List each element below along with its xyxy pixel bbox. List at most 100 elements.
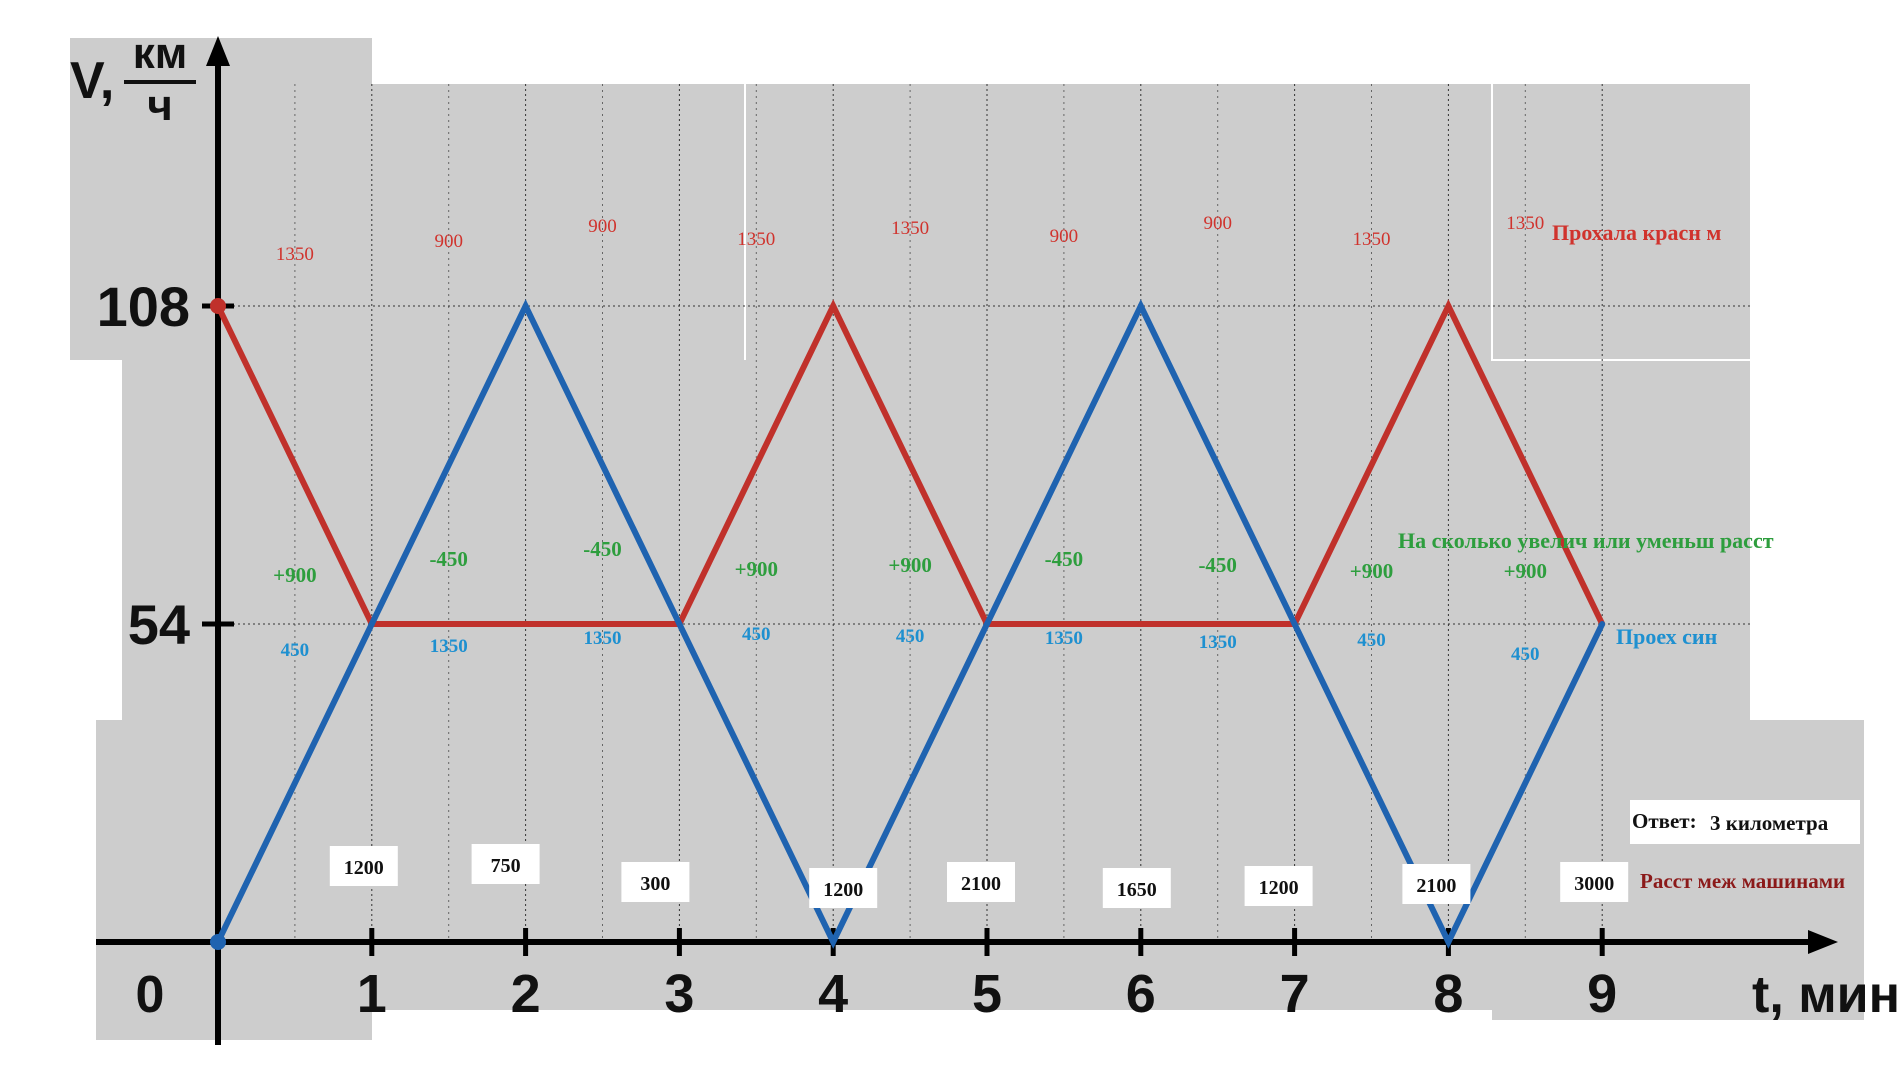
y-axis-label: V, [70,52,114,110]
gap-label-box [471,844,540,884]
red-distance-label: 900 [588,216,617,237]
background-panels [70,38,1864,1040]
data-point-blue [676,621,683,627]
data-point-blue [1445,939,1452,945]
x-tick-label: 5 [972,964,1002,1024]
start-marker-blue [210,934,226,950]
blue-distance-label: 1350 [1045,628,1083,649]
red-distance-label: 900 [1050,226,1079,247]
gap-label-box [947,862,1015,902]
data-point-blue [1291,621,1298,627]
data-point-blue [984,621,990,627]
series-line-red [215,299,1605,627]
data-point-red [1137,621,1144,627]
gap-label-box [1244,866,1313,906]
start-marker-red [210,298,226,314]
green-change-label: -450 [1045,547,1084,571]
legend-blue: Проех син [1616,624,1718,649]
gap-label: 2100 [1416,875,1456,897]
axes [96,36,1838,1045]
data-point-blue [830,939,837,945]
x-axis-arrow [1808,930,1838,954]
green-change-label: +900 [735,557,778,581]
legend-gap: Расст меж машинами [1640,869,1845,893]
red-distance-label: 1350 [276,244,314,265]
x-tick-label: 9 [1587,964,1617,1024]
ticks: 1 2 3 4 5 6 7 8 9 54 108 [97,275,1618,1024]
blue-distance-label: 1350 [1199,632,1237,653]
blue-distance-label: 450 [896,626,925,647]
x-tick-label: 8 [1433,964,1463,1024]
x-tick-label: 2 [511,964,541,1024]
green-change-label: +900 [1350,559,1393,583]
green-change-label: -450 [429,547,468,571]
blue-distance-label: 1350 [584,628,622,649]
panel [372,84,1750,720]
gap-label: 3000 [1574,873,1614,895]
data-point-blue [368,621,375,627]
red-distance-label: 900 [434,231,463,252]
gap-label-box [809,868,878,908]
data-point-red [1445,303,1452,309]
x-tick-label: 1 [357,964,387,1024]
y-axis-unit-numerator: км [133,29,188,78]
y-axis-unit-denominator: ч [147,81,173,130]
x-tick-label: 3 [664,964,694,1024]
red-distance-label: 900 [1203,213,1232,234]
answer-value: 3 километра [1710,811,1829,835]
red-distance-label: 1350 [1506,213,1544,234]
green-change-label: +900 [1504,559,1547,583]
red-distance-label: 1350 [1353,229,1391,250]
gap-label-box [1102,868,1171,908]
blue-distance-label: 1350 [430,636,468,657]
data-point-blue [1599,621,1606,627]
green-change-label: +900 [888,553,931,577]
y-axis-title: V, км ч [70,29,196,130]
data-point-blue [1137,303,1144,309]
gap-label-box [621,862,690,902]
y-axis-arrow [206,36,230,66]
panel-edge [1491,84,1750,361]
legend-green: На сколько увелич или уменьш расст [1398,528,1774,553]
gap-label: 1650 [1117,879,1157,901]
blue-distance-label: 450 [742,624,771,645]
legend-red: Прохала красн м [1552,220,1721,245]
blue-distance-label: 450 [1357,630,1386,651]
gap-label: 1200 [344,857,384,879]
red-distance-label: 1350 [891,218,929,239]
blue-distance-label: 450 [281,640,310,661]
x-tick-label: 4 [818,964,848,1024]
origin-label: 0 [136,966,165,1024]
data-labels: 1350 +900 450 1200 900 -450 1350 750 900 -450 1350… [273,213,1629,908]
gap-label: 1200 [1259,877,1299,899]
data-point-red [522,621,529,627]
gap-label: 1200 [823,879,863,901]
y-tick-label: 108 [97,275,190,338]
x-tick-label: 7 [1280,964,1310,1024]
answer: Ответ: 3 километра [1630,800,1860,844]
panel [96,720,372,1040]
y-tick-label: 54 [128,593,190,656]
data-point-red [830,303,837,309]
legend: Прохала красн м На сколько увелич или ум… [1398,220,1845,893]
gap-label: 750 [491,855,521,877]
green-change-label: +900 [273,563,316,587]
gap-label-box [1402,864,1471,904]
red-distance-label: 1350 [737,229,775,250]
blue-distance-label: 450 [1511,644,1540,665]
gap-label-box [1560,862,1629,902]
green-change-label: -450 [1198,553,1237,577]
green-change-label: -450 [583,537,622,561]
panel [372,720,1492,1010]
answer-label: Ответ: [1632,809,1697,833]
gap-label: 300 [640,873,670,895]
series [210,298,1606,950]
data-point-blue [522,303,529,309]
x-tick-label: 6 [1126,964,1156,1024]
x-axis-label: t, мин [1752,966,1900,1024]
gap-label-box [329,846,398,886]
panel [1492,720,1864,1020]
gap-label: 2100 [961,873,1001,895]
